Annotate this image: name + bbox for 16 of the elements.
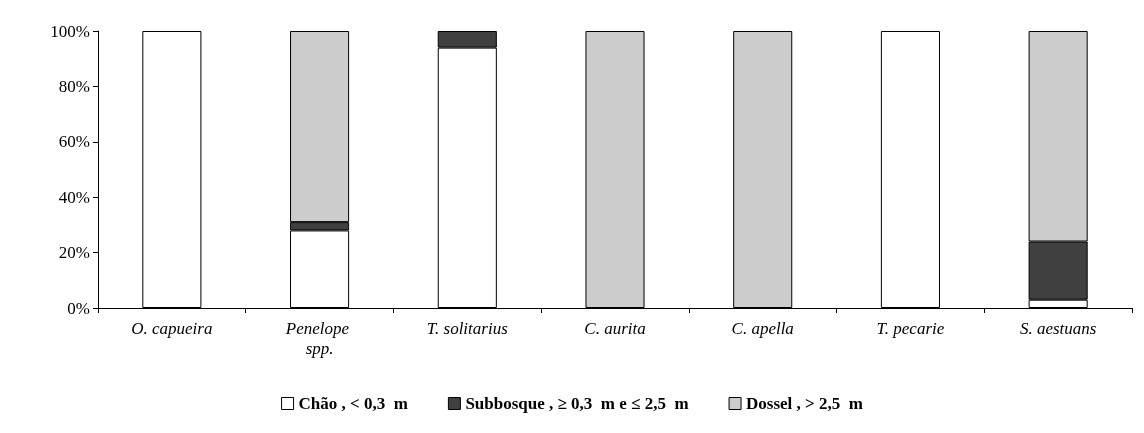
x-tick-label: T. pecarie bbox=[876, 318, 945, 338]
x-tick-label: C. apella bbox=[731, 318, 794, 338]
x-tick-label: O. capueira bbox=[131, 318, 213, 338]
y-tick-label: 0% bbox=[67, 298, 90, 318]
y-tick-label: 40% bbox=[58, 187, 90, 207]
x-tick-label: C. aurita bbox=[584, 318, 646, 338]
legend-label: Dossel , > 2,5 m bbox=[746, 394, 863, 413]
x-tick-label: T. solitarius bbox=[426, 318, 509, 338]
legend-label: Subbosque , ≥ 0,3 m e ≤ 2,5 m bbox=[465, 394, 689, 413]
y-tick-label: 20% bbox=[58, 243, 90, 263]
x-tick-label: Penelope spp. bbox=[284, 318, 354, 358]
y-tick-label: 80% bbox=[58, 76, 90, 96]
y-tick-label: 60% bbox=[58, 132, 90, 152]
legend-label: Chão , < 0,3 m bbox=[298, 394, 408, 413]
x-tick-label: S. aestuans bbox=[1019, 318, 1097, 338]
y-tick-label: 100% bbox=[50, 21, 90, 41]
